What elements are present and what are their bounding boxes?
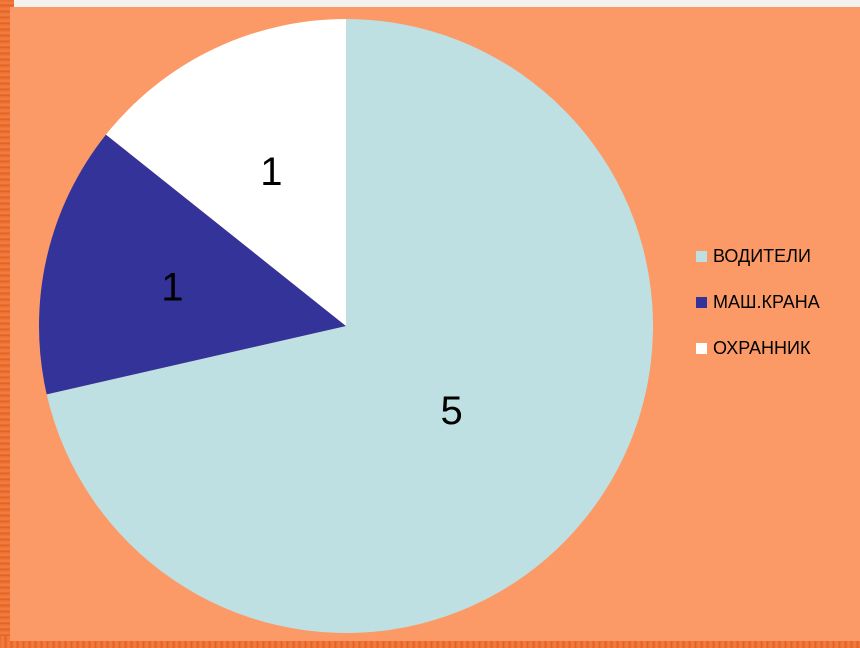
legend-item: ОХРАННИК xyxy=(696,325,860,371)
legend-swatch xyxy=(696,342,707,354)
pie-data-label-1: 5 xyxy=(440,389,462,433)
legend-label: ОХРАННИК xyxy=(713,337,811,358)
legend-swatch xyxy=(696,250,707,262)
pie-slice-1 xyxy=(46,19,653,634)
pie-chart: 5 1 1 xyxy=(39,19,653,634)
pie-data-label-2: 1 xyxy=(161,265,183,309)
legend-label: МАШ.КРАНА xyxy=(713,291,820,312)
pie-slice-3 xyxy=(105,19,346,326)
pie-data-label-3: 1 xyxy=(260,150,282,194)
chart-area: 5 1 1 ВОДИТЕЛИ МАШ.КРАНА ОХРАННИК xyxy=(10,7,860,641)
pie-slice-2 xyxy=(39,134,347,395)
legend-label: ВОДИТЕЛИ xyxy=(713,245,811,266)
chart-legend: ВОДИТЕЛИ МАШ.КРАНА ОХРАННИК xyxy=(696,233,860,371)
legend-item: МАШ.КРАНА xyxy=(696,279,860,325)
legend-swatch xyxy=(696,296,707,308)
legend-item: ВОДИТЕЛИ xyxy=(696,233,860,279)
